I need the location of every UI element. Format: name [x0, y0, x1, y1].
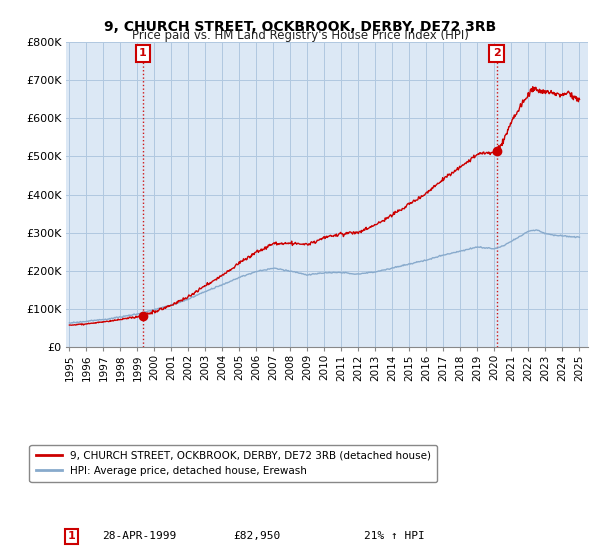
Text: 2: 2	[493, 49, 500, 58]
Text: 1: 1	[139, 49, 147, 58]
Text: 1: 1	[67, 531, 75, 542]
Text: Price paid vs. HM Land Registry's House Price Index (HPI): Price paid vs. HM Land Registry's House …	[131, 29, 469, 42]
Text: 28-APR-1999: 28-APR-1999	[103, 531, 177, 542]
Text: 21% ↑ HPI: 21% ↑ HPI	[364, 531, 424, 542]
Legend: 9, CHURCH STREET, OCKBROOK, DERBY, DE72 3RB (detached house), HPI: Average price: 9, CHURCH STREET, OCKBROOK, DERBY, DE72 …	[29, 445, 437, 482]
Text: 9, CHURCH STREET, OCKBROOK, DERBY, DE72 3RB: 9, CHURCH STREET, OCKBROOK, DERBY, DE72 …	[104, 20, 496, 34]
Text: £82,950: £82,950	[233, 531, 280, 542]
